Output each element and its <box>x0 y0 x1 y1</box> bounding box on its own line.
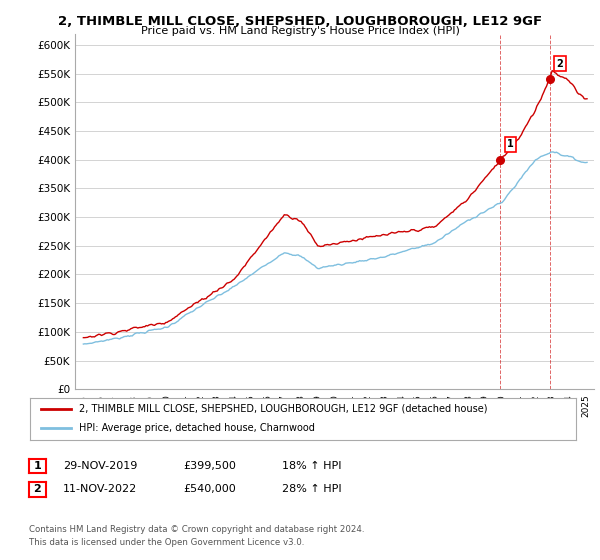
Text: 1: 1 <box>34 461 41 471</box>
Text: 1: 1 <box>507 139 514 150</box>
Text: 29-NOV-2019: 29-NOV-2019 <box>63 461 137 471</box>
Text: 2, THIMBLE MILL CLOSE, SHEPSHED, LOUGHBOROUGH, LE12 9GF: 2, THIMBLE MILL CLOSE, SHEPSHED, LOUGHBO… <box>58 15 542 27</box>
Text: £540,000: £540,000 <box>183 484 236 494</box>
Text: £399,500: £399,500 <box>183 461 236 471</box>
Text: 2: 2 <box>34 484 41 494</box>
Text: Price paid vs. HM Land Registry's House Price Index (HPI): Price paid vs. HM Land Registry's House … <box>140 26 460 36</box>
Text: HPI: Average price, detached house, Charnwood: HPI: Average price, detached house, Char… <box>79 423 315 433</box>
Text: 11-NOV-2022: 11-NOV-2022 <box>63 484 137 494</box>
Text: 2: 2 <box>557 59 563 69</box>
Text: 18% ↑ HPI: 18% ↑ HPI <box>282 461 341 471</box>
Text: Contains HM Land Registry data © Crown copyright and database right 2024.
This d: Contains HM Land Registry data © Crown c… <box>29 525 364 547</box>
Text: 28% ↑ HPI: 28% ↑ HPI <box>282 484 341 494</box>
Text: 2, THIMBLE MILL CLOSE, SHEPSHED, LOUGHBOROUGH, LE12 9GF (detached house): 2, THIMBLE MILL CLOSE, SHEPSHED, LOUGHBO… <box>79 404 488 414</box>
